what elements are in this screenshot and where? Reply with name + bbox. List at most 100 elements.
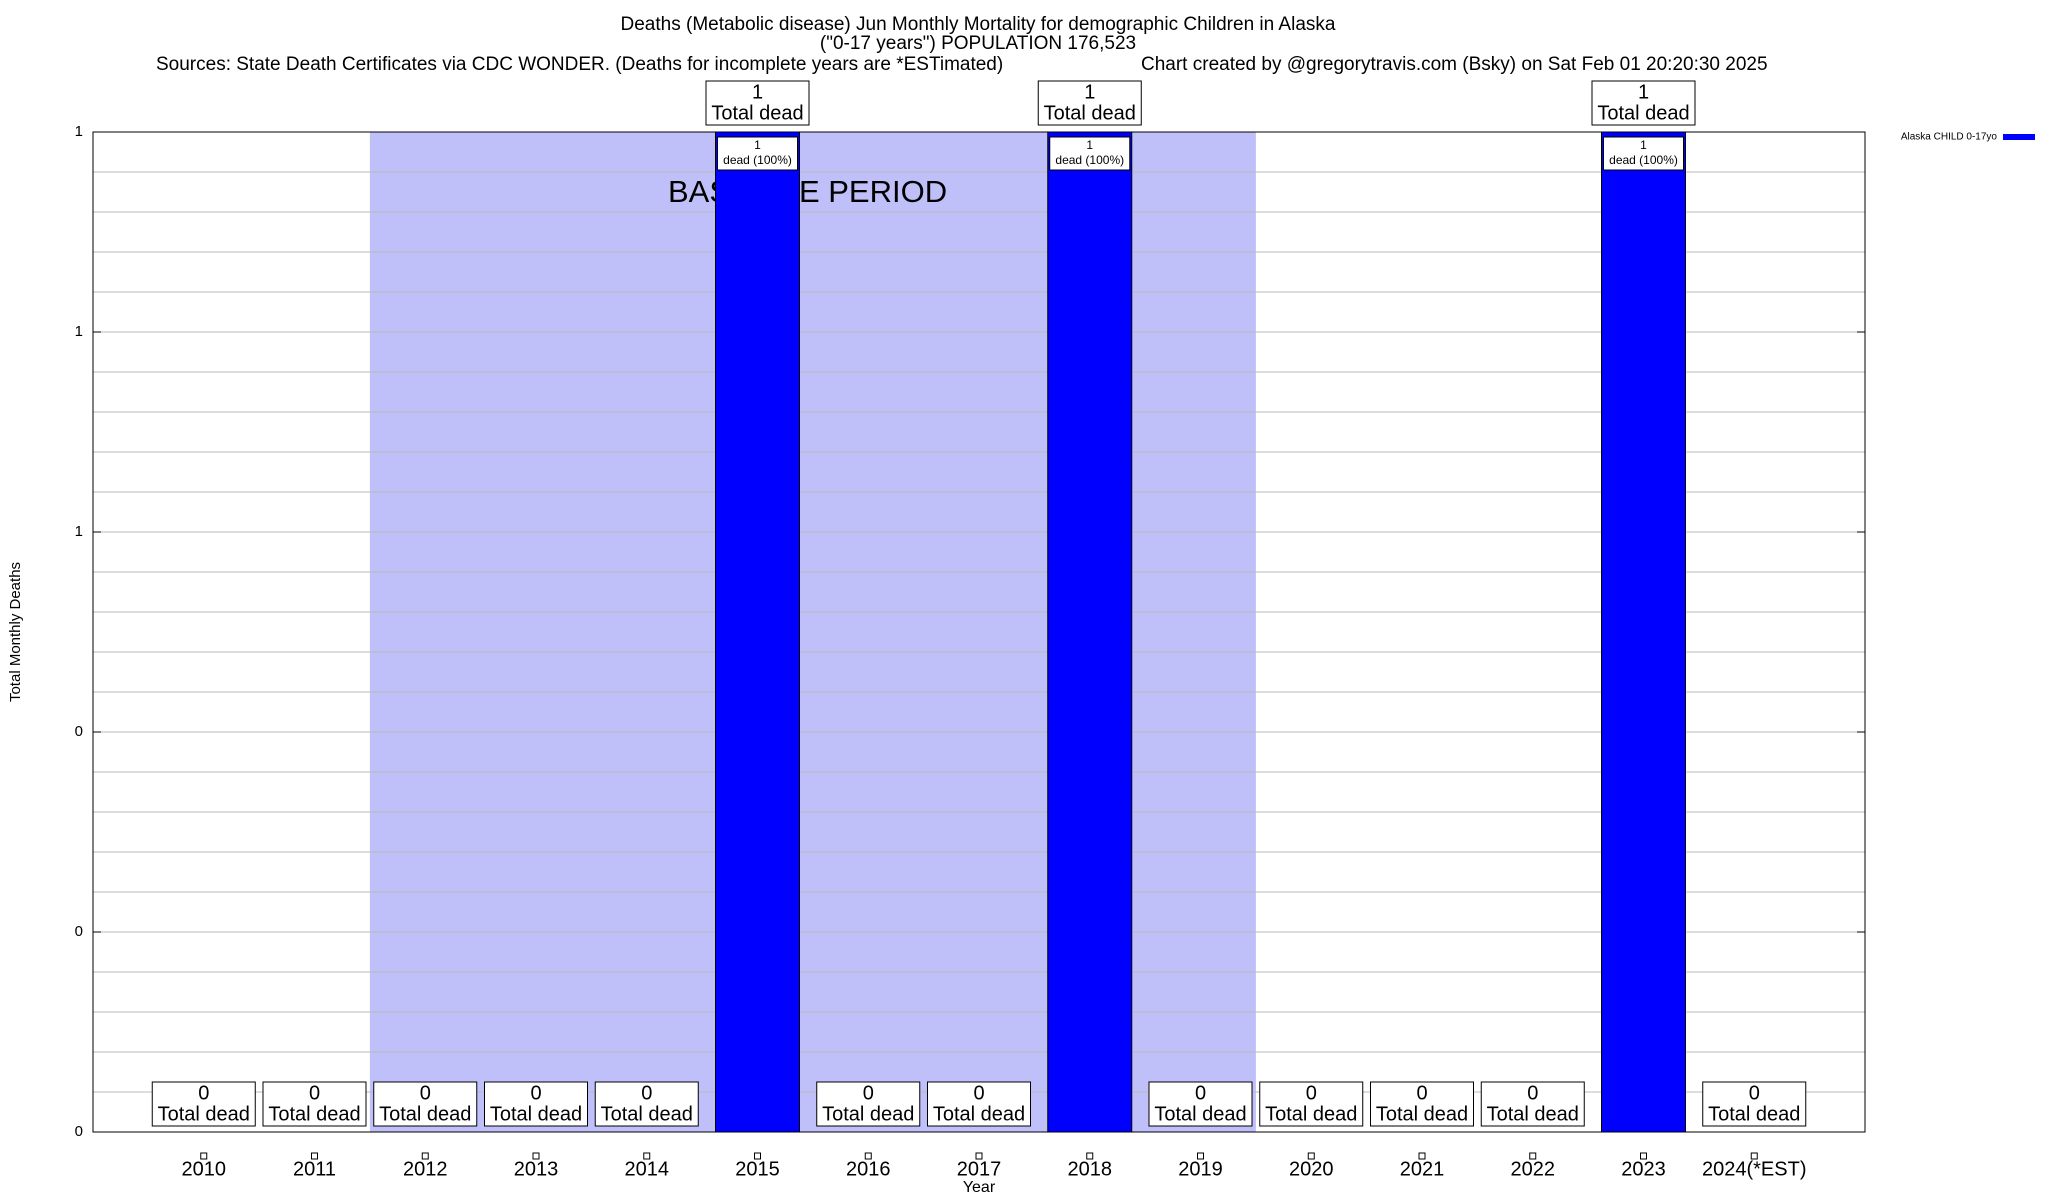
total-label-box <box>1480 1081 1585 1127</box>
x-tick-mark <box>1307 1152 1315 1160</box>
x-tick-mark <box>1750 1152 1758 1160</box>
total-label-value: 0 <box>1306 1082 1317 1104</box>
x-tick-mark <box>1529 1152 1537 1160</box>
share-label-box <box>717 136 798 171</box>
total-label-text: Total dead <box>1376 1103 1468 1125</box>
share-label-box <box>1603 136 1684 171</box>
x-tick-label: 2010 <box>182 1158 227 1180</box>
x-tick-label: 2012 <box>403 1158 448 1180</box>
total-label-value: 1 <box>752 81 763 103</box>
total-label-text: Total dead <box>1044 102 1136 124</box>
legend-label: Alaska CHILD 0-17yo <box>1901 132 1998 143</box>
share-label-box <box>1049 136 1131 171</box>
y-tick-label: 1 <box>75 523 83 540</box>
total-label-box <box>594 1081 699 1127</box>
chart-subtitle: ("0-17 years") POPULATION 176,523 <box>820 33 1136 54</box>
total-label-box <box>1370 1081 1474 1127</box>
total-label-value: 0 <box>1195 1082 1206 1104</box>
share-label-text: dead (100%) <box>1055 153 1124 167</box>
chart-title: Deaths (Metabolic disease) Jun Monthly M… <box>621 14 1336 35</box>
x-tick-mark <box>311 1152 318 1160</box>
x-tick-mark <box>643 1152 651 1160</box>
total-label-box <box>1037 80 1142 126</box>
y-tick-label: 1 <box>75 323 83 340</box>
credit: Chart created by @gregorytravis.com (Bsk… <box>1141 54 1768 75</box>
y-tick-label: 0 <box>75 923 83 940</box>
total-label-text: Total dead <box>1487 1103 1579 1125</box>
y-tick-label: 0 <box>75 723 83 740</box>
bar <box>1047 131 1133 1133</box>
total-label-box <box>1591 80 1696 126</box>
x-tick-label: 2011 <box>293 1158 336 1180</box>
x-tick-label: 2023 <box>1621 1158 1666 1180</box>
total-label-text: Total dead <box>1708 1103 1800 1125</box>
x-tick-label: 2017 <box>957 1158 1002 1180</box>
total-label-value: 0 <box>641 1082 652 1104</box>
share-label-value: 1 <box>1086 138 1093 152</box>
total-label-value: 0 <box>198 1082 209 1104</box>
y-tick-label: 1 <box>75 123 83 140</box>
x-tick-mark <box>421 1152 429 1160</box>
x-tick-label: 2013 <box>514 1158 559 1180</box>
x-tick-label: 2015 <box>735 1158 780 1180</box>
total-label-box <box>1259 1081 1364 1127</box>
share-label-value: 1 <box>754 138 761 152</box>
total-label-value: 0 <box>973 1082 984 1104</box>
x-tick-mark <box>1640 1152 1647 1160</box>
x-tick-label: 2022 <box>1511 1158 1556 1180</box>
bar <box>1601 131 1686 1133</box>
x-tick-mark <box>1086 1152 1094 1160</box>
x-tick-mark <box>1418 1152 1426 1160</box>
total-label-text: Total dead <box>158 1103 250 1125</box>
total-label-text: Total dead <box>711 102 803 124</box>
total-label-text: Total dead <box>1597 102 1689 124</box>
total-label-box <box>484 1081 588 1127</box>
legend-swatch <box>2003 134 2035 140</box>
x-tick-label: 2020 <box>1289 1158 1334 1180</box>
total-label-value: 0 <box>309 1082 320 1104</box>
plot-frame <box>92 131 1866 1133</box>
bar <box>715 131 800 1133</box>
total-label-box <box>1148 1081 1253 1127</box>
total-label-value: 0 <box>420 1082 431 1104</box>
total-label-value: 0 <box>863 1082 874 1104</box>
y-tick-label: 0 <box>75 1123 83 1140</box>
x-tick-label: 2024(*EST) <box>1702 1158 1807 1180</box>
total-label-box <box>705 80 810 126</box>
total-label-value: 1 <box>1638 81 1649 103</box>
x-tick-mark <box>754 1152 761 1160</box>
x-tick-mark <box>532 1152 540 1160</box>
x-axis-label: Year <box>963 1179 996 1196</box>
total-label-box <box>1702 1081 1807 1127</box>
x-tick-label: 2016 <box>846 1158 891 1180</box>
total-label-box <box>262 1081 367 1127</box>
total-label-box <box>816 1081 921 1127</box>
total-label-value: 0 <box>530 1082 541 1104</box>
x-tick-mark <box>1197 1152 1204 1160</box>
total-label-value: 1 <box>1084 81 1095 103</box>
total-label-value: 0 <box>1749 1082 1760 1104</box>
x-tick-label: 2019 <box>1178 1158 1223 1180</box>
total-label-value: 0 <box>1527 1082 1538 1104</box>
total-label-box <box>927 1081 1031 1127</box>
total-label-text: Total dead <box>379 1103 471 1125</box>
share-label-text: dead (100%) <box>1609 153 1678 167</box>
x-tick-mark <box>975 1152 983 1160</box>
total-label-text: Total dead <box>822 1103 914 1125</box>
total-label-value: 0 <box>1416 1082 1427 1104</box>
total-label-text: Total dead <box>933 1103 1025 1125</box>
total-label-text: Total dead <box>268 1103 360 1125</box>
total-label-text: Total dead <box>1154 1103 1246 1125</box>
total-label-box <box>373 1081 478 1127</box>
baseline-label: BASELINE PERIOD <box>668 174 947 209</box>
total-label-text: Total dead <box>490 1103 582 1125</box>
x-tick-label: 2018 <box>1068 1158 1113 1180</box>
x-tick-label: 2021 <box>1400 1158 1445 1180</box>
sources: Sources: State Death Certificates via CD… <box>156 54 1003 75</box>
x-tick-mark <box>200 1152 208 1160</box>
share-label-text: dead (100%) <box>723 153 792 167</box>
y-axis-label: Total Monthly Deaths <box>7 562 24 702</box>
total-label-box <box>151 1081 256 1127</box>
x-tick-label: 2014 <box>625 1158 670 1180</box>
